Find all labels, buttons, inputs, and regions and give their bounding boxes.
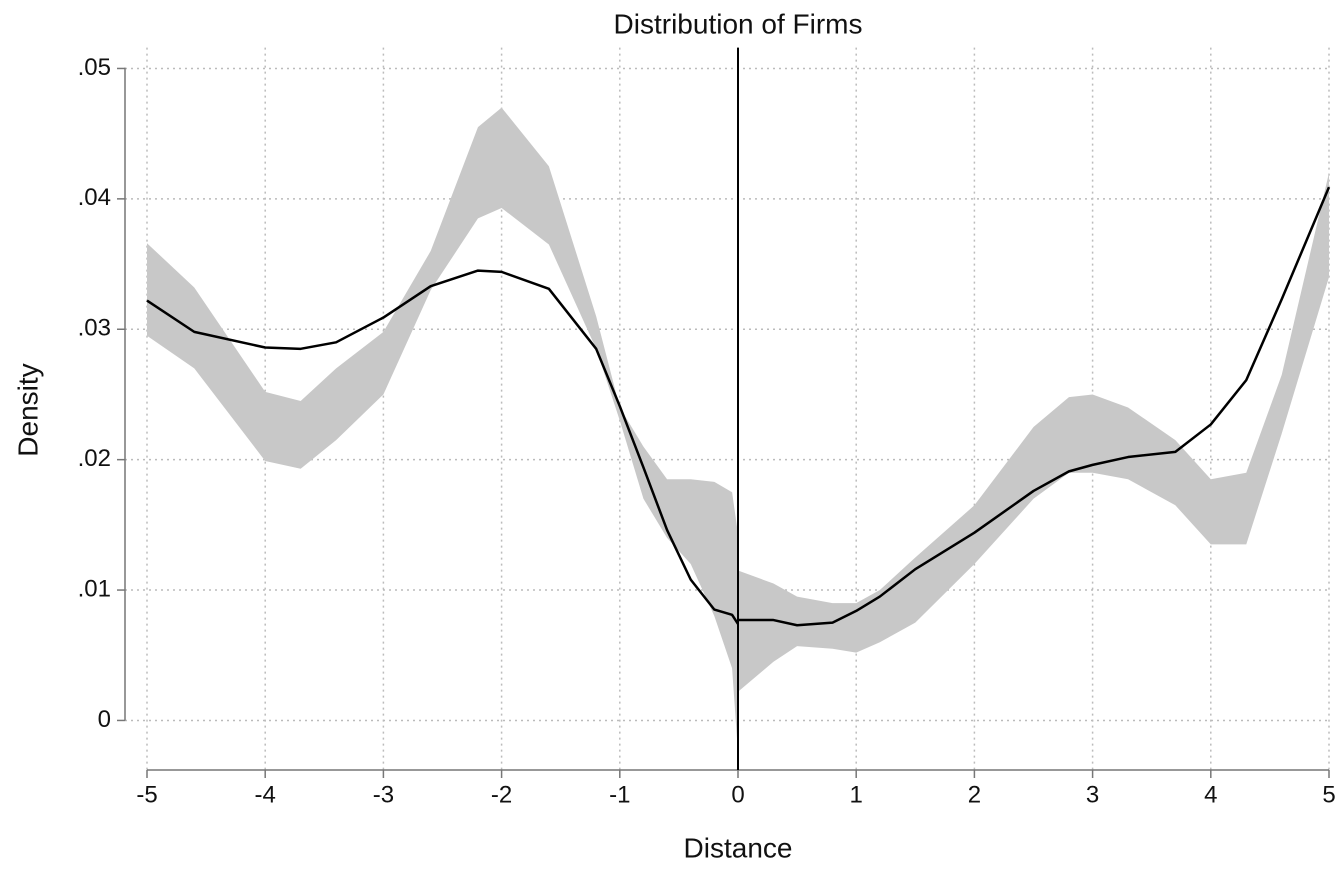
y-tick-label: 0 bbox=[98, 706, 111, 733]
y-axis-title: Density bbox=[12, 363, 43, 456]
x-tick-label: -3 bbox=[373, 781, 394, 808]
y-tick-label: .05 bbox=[78, 54, 111, 81]
confidence-band bbox=[147, 107, 738, 754]
density-line bbox=[146, 186, 1331, 627]
x-tick-label: -2 bbox=[491, 781, 512, 808]
chart-title: Distribution of Firms bbox=[614, 8, 863, 39]
x-tick-label: -5 bbox=[136, 781, 157, 808]
x-axis-title: Distance bbox=[684, 832, 793, 863]
x-tick-label: 5 bbox=[1322, 781, 1335, 808]
y-tick-label: .02 bbox=[78, 445, 111, 472]
y-tick-label: .04 bbox=[78, 184, 111, 211]
x-tick-label: 2 bbox=[968, 781, 981, 808]
x-tick-label: 4 bbox=[1204, 781, 1217, 808]
x-tick-label: 3 bbox=[1086, 781, 1099, 808]
y-tick-label: .03 bbox=[78, 315, 111, 342]
confidence-band bbox=[738, 172, 1329, 692]
x-tick-label: -1 bbox=[609, 781, 630, 808]
y-tick-label: .01 bbox=[78, 575, 111, 602]
x-tick-label: 0 bbox=[731, 781, 744, 808]
x-tick-label: 1 bbox=[850, 781, 863, 808]
x-tick-label: -4 bbox=[255, 781, 276, 808]
